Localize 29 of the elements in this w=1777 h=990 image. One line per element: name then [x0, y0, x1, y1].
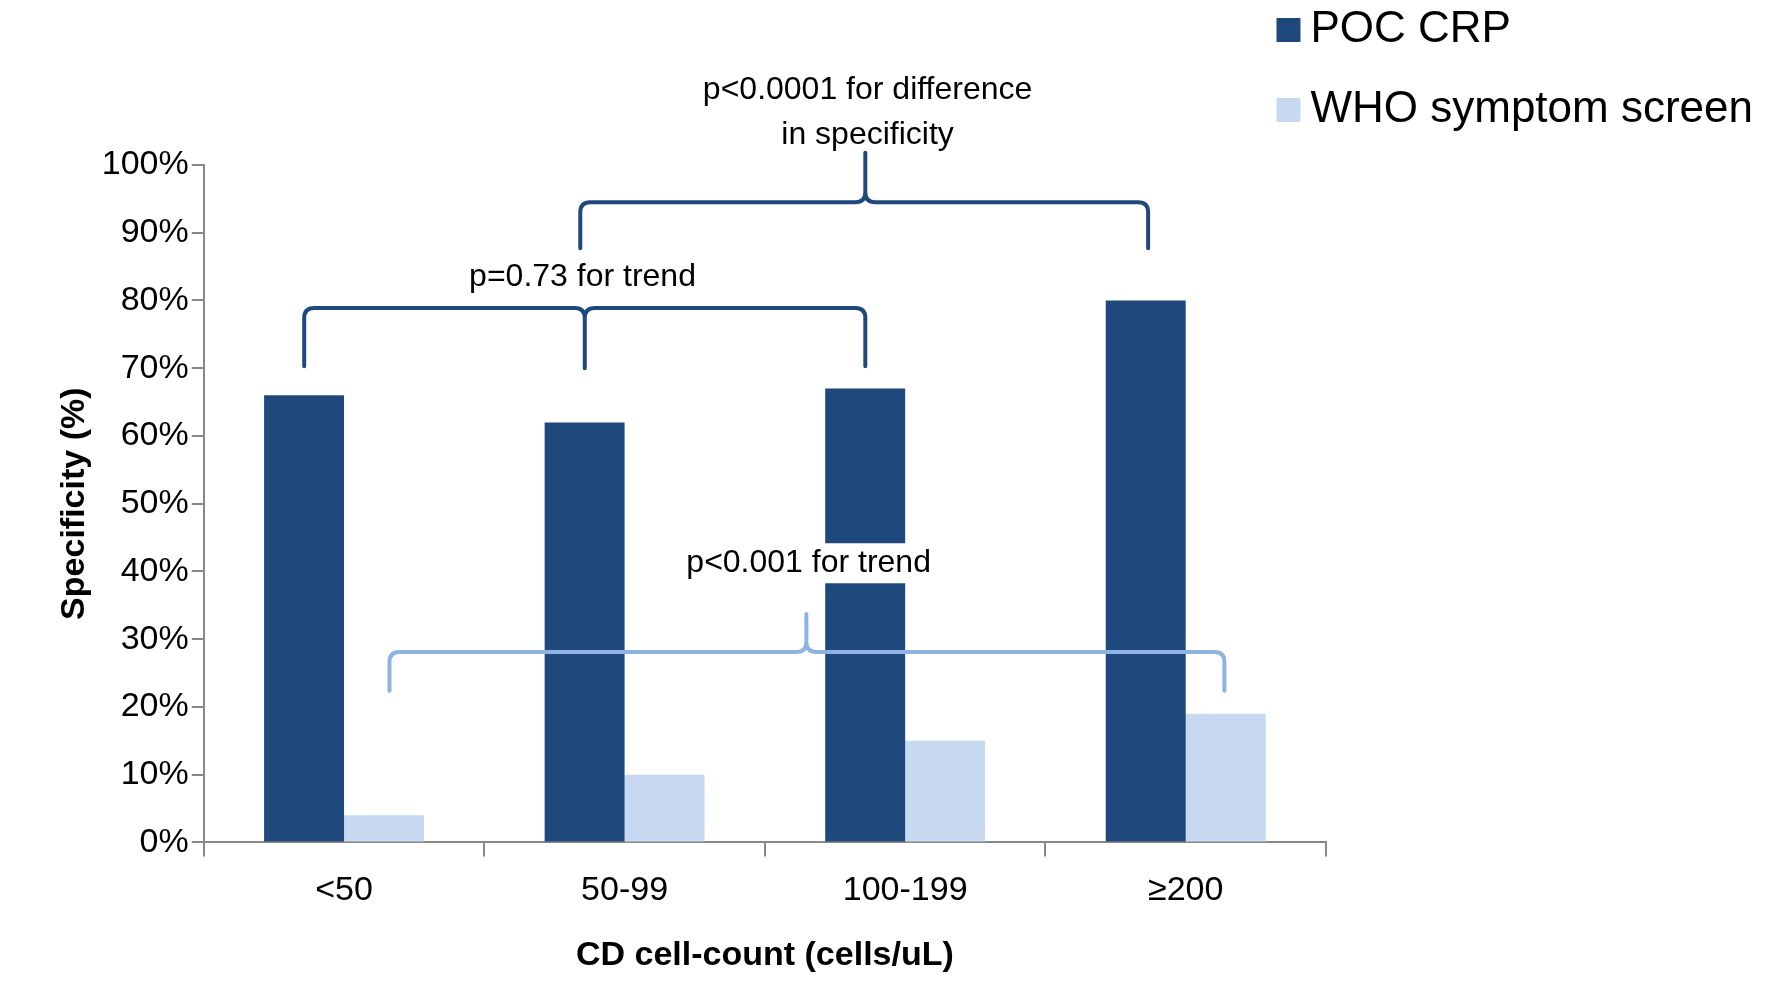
annotation: p=0.73 for trend: [469, 256, 696, 293]
bar: [344, 815, 424, 842]
y-tick-label: 10%: [120, 753, 189, 792]
bar: [544, 422, 625, 842]
bar: [1105, 300, 1186, 842]
text: p<0.0001 for difference in specificity: [702, 70, 1033, 152]
legend-label: POC CRP: [1310, 2, 1511, 52]
y-tick-label: 50%: [120, 482, 189, 521]
y-axis-title: Specificity (%): [52, 387, 91, 620]
y-tick-label: 40%: [120, 549, 189, 588]
x-tick-label: <50: [315, 869, 373, 908]
y-tick-label: 0%: [139, 820, 189, 859]
bar: [1185, 713, 1266, 842]
x-tick-label: 50-99: [581, 869, 669, 908]
annotation: p<0.001 for trend: [686, 543, 931, 580]
x-tick-label: 100-199: [842, 869, 968, 908]
y-tick-label: 20%: [120, 685, 189, 724]
bar: [905, 740, 986, 842]
bar: [624, 774, 705, 842]
x-tick-label: ≥200: [1148, 869, 1224, 908]
bar: [264, 395, 345, 842]
x-axis-title: CD cell-count (cells/uL): [575, 933, 954, 972]
legend-label: WHO symptom screen: [1310, 82, 1753, 132]
y-tick-label: 60%: [120, 414, 189, 453]
y-tick-label: 90%: [120, 211, 189, 250]
y-tick-label: 30%: [120, 617, 189, 656]
y-tick-label: 100%: [101, 143, 189, 182]
y-tick-label: 70%: [120, 346, 189, 385]
y-tick-label: 80%: [120, 278, 189, 317]
